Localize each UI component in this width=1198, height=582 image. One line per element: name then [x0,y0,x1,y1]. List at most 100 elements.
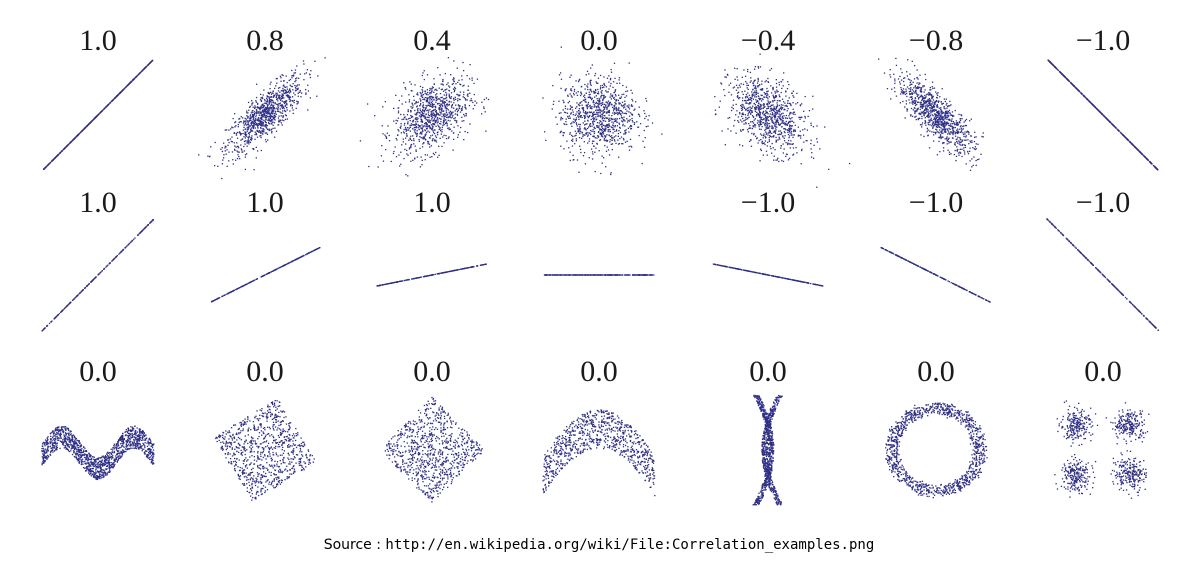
data-point [758,125,760,128]
data-point [791,92,793,94]
data-point [909,79,911,81]
data-point [775,105,777,108]
data-point [393,120,395,122]
data-point [262,106,264,108]
data-point [754,91,756,94]
data-point [765,119,768,121]
data-point [759,107,761,109]
data-point [614,101,616,104]
data-point [432,106,434,109]
data-point [420,99,422,101]
data-point [889,76,892,78]
data-point [584,116,586,119]
data-point [765,121,767,123]
data-point [231,141,234,143]
data-point [580,86,583,88]
data-point [265,109,267,111]
data-point [765,112,767,114]
data-point [567,115,569,118]
data-point [616,112,618,114]
data-point [602,130,605,133]
data-point [593,91,596,93]
data-point [911,60,913,63]
data-point [902,90,904,93]
data-point [437,131,439,133]
data-point [456,111,459,113]
data-point [270,101,272,103]
data-point [936,97,938,99]
data-point [769,130,771,133]
data-point [746,95,748,98]
data-point [746,84,748,87]
data-point [899,83,902,85]
data-point [253,117,255,119]
data-point [578,171,580,173]
data-point [748,110,750,113]
data-point [595,106,597,108]
data-point [954,144,956,146]
data-point [260,122,262,124]
data-point [224,147,226,149]
data-point [933,131,935,133]
data-point [250,123,253,125]
data-point [416,106,418,108]
data-point [787,107,789,110]
data-point [430,88,432,90]
data-point [777,133,779,136]
data-point [724,76,726,78]
data-point [401,95,403,97]
data-point [243,126,245,129]
data-point [785,95,787,97]
data-point [768,139,770,141]
data-point [434,115,436,117]
data-point [263,109,265,112]
data-point [86,124,89,127]
data-point [585,104,587,107]
data-point [630,128,632,130]
data-point [577,131,579,133]
data-point [929,119,931,121]
data-point [247,112,249,114]
data-point [262,121,264,124]
data-point [272,90,274,92]
data-point [603,97,605,99]
data-point [766,111,768,113]
data-point [952,130,955,132]
data-point [419,108,421,110]
data-point [418,124,420,127]
data-point [972,164,974,167]
data-point [932,109,934,111]
data-point [268,122,270,125]
data-point [406,149,408,152]
data-point [915,110,917,112]
data-point [257,131,260,133]
data-point [781,115,784,118]
data-point [265,122,267,124]
data-point [448,128,450,131]
data-point [415,127,417,129]
data-point [935,100,938,102]
data-point [960,130,963,132]
data-point [782,143,784,145]
data-point [442,84,444,86]
data-point [436,156,439,158]
data-point [754,66,757,68]
data-point [753,94,755,96]
data-point [433,129,435,131]
data-point [943,106,945,108]
data-point [914,85,917,87]
data-point [295,78,297,80]
data-point [788,157,791,160]
data-point [612,132,614,134]
data-point [624,106,626,108]
data-point [618,129,620,132]
data-point [270,99,273,101]
data-point [283,119,285,122]
data-point [476,78,479,80]
data-point [599,88,602,90]
data-point [598,125,600,127]
data-point [951,123,954,125]
data-point [945,104,947,106]
data-point [419,166,422,168]
data-point [779,130,782,132]
